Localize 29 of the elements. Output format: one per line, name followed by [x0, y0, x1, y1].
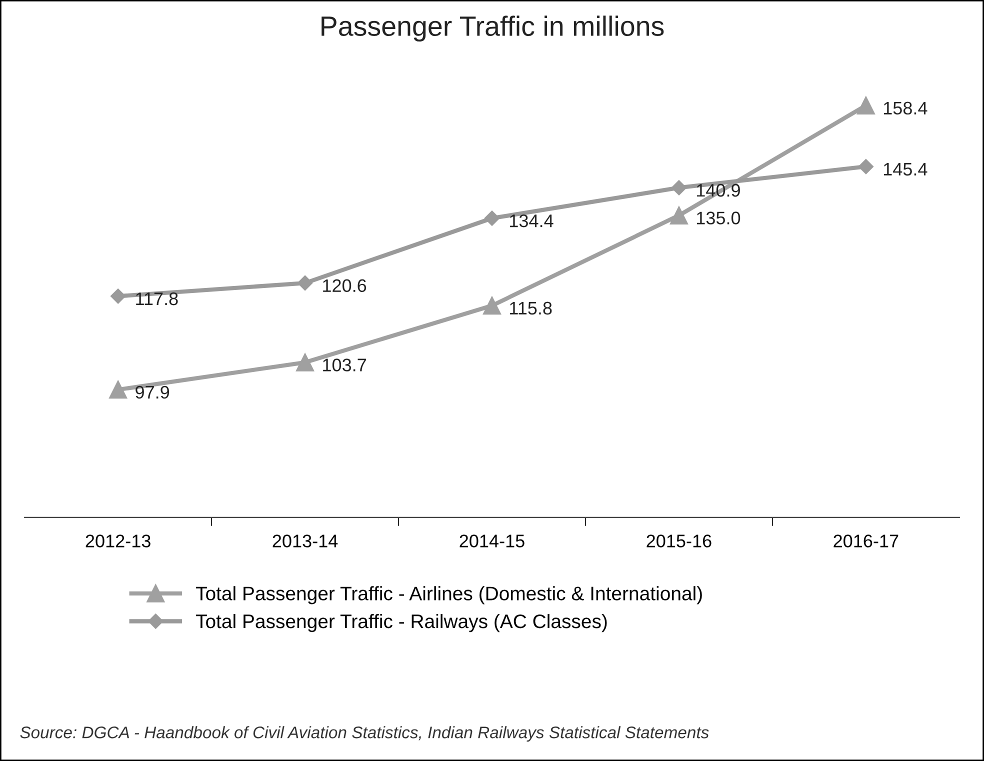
- data-label: 145.4: [884, 162, 928, 176]
- data-label: 117.8: [136, 292, 178, 306]
- legend-label: Total Passenger Traffic - Airlines (Domestic & International): [196, 586, 702, 604]
- point: [671, 180, 687, 196]
- point: [484, 210, 500, 226]
- point: [856, 96, 875, 115]
- point: [482, 296, 502, 315]
- x-tick-label: 2014-15: [460, 534, 524, 548]
- x-tick-label: 2012-13: [86, 534, 150, 548]
- point: [110, 288, 126, 304]
- data-label: 103.7: [323, 358, 366, 372]
- data-label: 134.4: [510, 214, 554, 228]
- x-tick-label: 2015-16: [646, 534, 712, 548]
- source-note: Source: DGCA - Haandbook of Civil Aviation Statistics, Indian Railways Statistical Statements: [20, 726, 709, 742]
- data-label: 135.0: [697, 212, 740, 224]
- data-label: 158.4: [884, 102, 928, 115]
- point: [109, 380, 128, 399]
- data-label: 120.6: [323, 279, 366, 292]
- legend-label: Total Passenger Traffic - Railways (AC Classes): [196, 614, 607, 632]
- chart-title: Passenger Traffic in millions: [322, 16, 664, 42]
- data-label: 97.9: [136, 386, 170, 399]
- x-tick-label: 2013-14: [272, 534, 338, 548]
- x-tick-label: 2016-17: [834, 534, 898, 548]
- point: [858, 159, 874, 174]
- point: [296, 353, 314, 372]
- point: [297, 275, 313, 291]
- data-label: 140.9: [697, 184, 740, 197]
- point: [670, 206, 688, 224]
- data-label: 115.8: [510, 302, 552, 315]
